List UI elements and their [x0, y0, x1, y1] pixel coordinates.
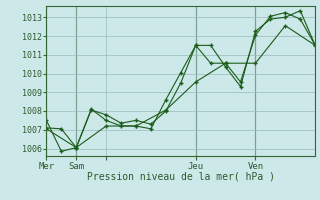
X-axis label: Pression niveau de la mer( hPa ): Pression niveau de la mer( hPa ) — [87, 172, 275, 182]
